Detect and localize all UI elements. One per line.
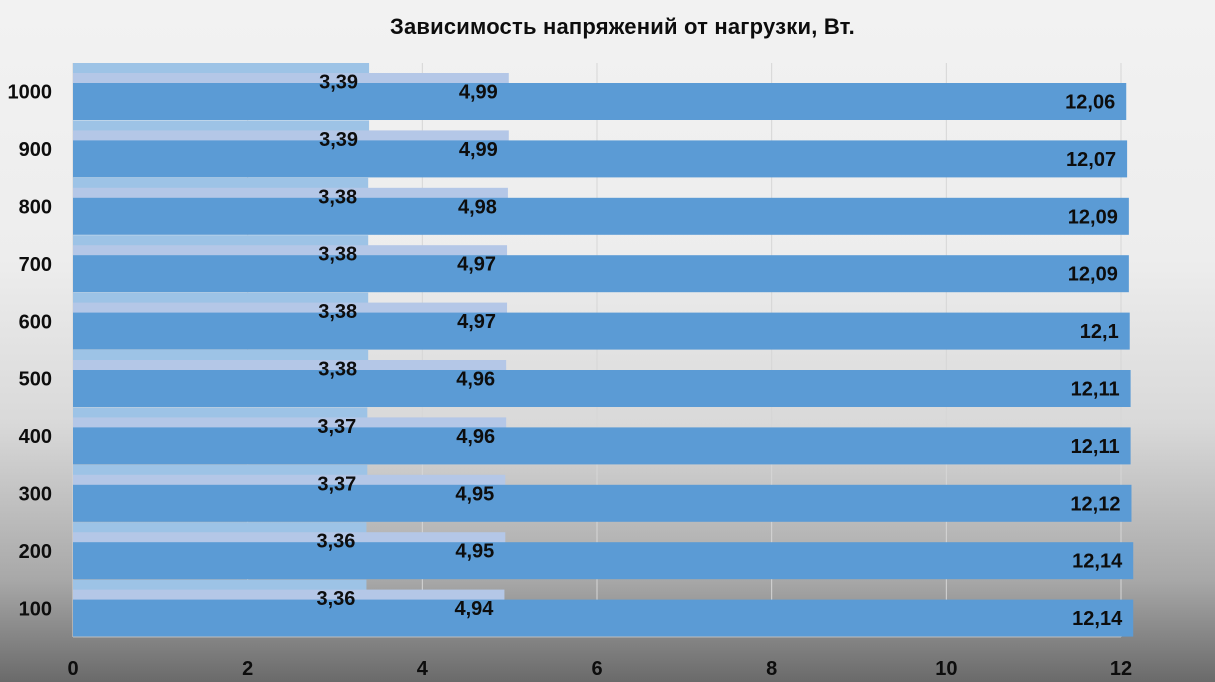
y-tick-label: 100 [19, 598, 52, 620]
data-label: 3,37 [317, 416, 356, 438]
bar [73, 312, 1130, 350]
data-label: 3,37 [317, 473, 356, 495]
y-tick-label: 400 [19, 426, 52, 448]
y-tick-label: 300 [19, 484, 52, 506]
data-label: 12,11 [1071, 379, 1120, 401]
x-tick-label: 12 [1110, 658, 1132, 680]
data-label: 4,98 [458, 196, 497, 218]
bar [73, 542, 1134, 580]
x-tick-label: 2 [242, 658, 253, 680]
data-label: 4,95 [455, 483, 494, 505]
data-label: 3,38 [318, 359, 357, 381]
data-label: 4,94 [454, 598, 494, 620]
bar [73, 83, 1127, 120]
y-tick-label: 700 [19, 254, 52, 276]
data-label: 3,39 [319, 72, 358, 94]
data-label: 3,38 [318, 244, 357, 266]
data-label: 3,36 [317, 588, 356, 610]
y-tick-label: 1000 [8, 82, 53, 104]
data-label: 4,95 [455, 541, 494, 563]
x-tick-label: 0 [67, 658, 78, 680]
x-tick-label: 10 [935, 658, 957, 680]
bar [73, 427, 1131, 465]
data-label: 12,14 [1072, 551, 1123, 573]
data-label: 4,96 [456, 369, 495, 391]
y-tick-label: 800 [19, 197, 52, 219]
bar [73, 484, 1132, 522]
data-label: 4,97 [457, 311, 496, 333]
chart-title: Зависимость напряжений от нагрузки, Вт. [390, 14, 855, 39]
data-label: 12,11 [1071, 436, 1120, 458]
data-label: 4,97 [457, 254, 496, 276]
bar [73, 255, 1129, 293]
data-label: 12,12 [1070, 493, 1120, 515]
bar [73, 197, 1129, 235]
y-tick-label: 900 [19, 139, 52, 161]
x-tick-label: 6 [591, 658, 602, 680]
bar [73, 370, 1131, 407]
y-tick-label: 500 [19, 369, 52, 391]
data-label: 4,96 [456, 426, 495, 448]
bar [73, 599, 1134, 637]
data-label: 3,38 [318, 186, 357, 208]
data-label: 12,09 [1068, 206, 1118, 228]
data-label: 12,07 [1066, 149, 1116, 171]
x-tick-label: 4 [417, 658, 429, 680]
y-tick-label: 600 [19, 311, 52, 333]
data-label: 12,14 [1072, 608, 1123, 630]
data-label: 12,09 [1068, 264, 1118, 286]
data-label: 3,36 [317, 531, 356, 553]
data-label: 12,06 [1065, 92, 1115, 114]
data-label: 12,1 [1080, 321, 1119, 343]
y-tick-label: 200 [19, 541, 52, 563]
bar [73, 140, 1128, 178]
data-label: 3,39 [319, 129, 358, 151]
data-label: 3,38 [318, 301, 357, 323]
data-label: 4,99 [459, 139, 498, 161]
x-tick-label: 8 [766, 658, 777, 680]
data-label: 4,99 [459, 82, 498, 104]
